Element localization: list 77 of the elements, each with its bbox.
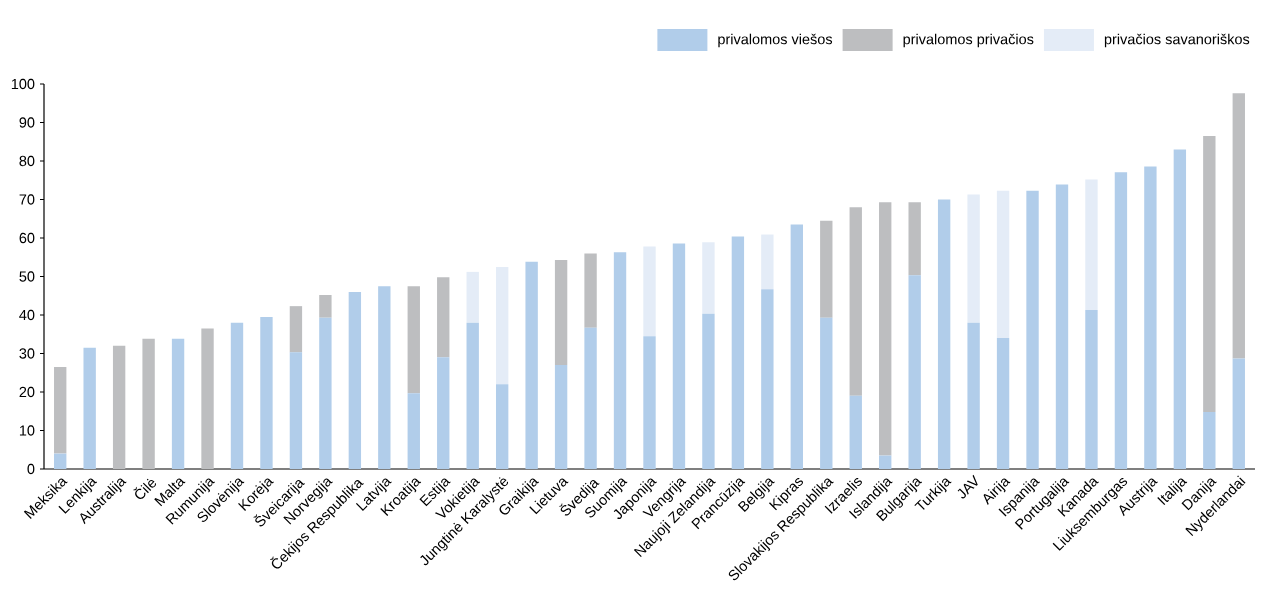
bar <box>437 357 450 469</box>
bar <box>1203 135 1216 413</box>
bar <box>1232 93 1245 359</box>
bar <box>319 317 332 469</box>
y-tick-label: 30 <box>19 348 35 359</box>
bar <box>790 224 803 469</box>
bar <box>289 306 303 353</box>
bar <box>937 199 951 469</box>
y-tick-label: 70 <box>19 194 35 205</box>
y-tick-label: 90 <box>19 117 35 128</box>
bar <box>407 286 420 394</box>
bar <box>407 393 420 469</box>
legend-label: privalomos viešos <box>718 33 833 48</box>
bar <box>437 277 450 358</box>
bar <box>1144 166 1157 469</box>
bar <box>1085 309 1098 469</box>
bar <box>996 190 1010 339</box>
bar <box>643 336 656 469</box>
y-tick-label: 100 <box>11 78 35 90</box>
bar <box>112 345 126 469</box>
bar <box>879 455 892 469</box>
bar <box>1085 179 1098 310</box>
bar <box>672 243 686 469</box>
bar <box>495 384 509 469</box>
bar <box>820 317 833 469</box>
bar <box>613 252 627 469</box>
y-tick-label: 40 <box>19 309 35 321</box>
bar <box>1114 172 1128 469</box>
bar <box>554 365 568 469</box>
bar <box>378 286 391 469</box>
bar <box>643 246 656 337</box>
bar <box>849 207 862 396</box>
bar <box>54 453 67 469</box>
bar <box>171 338 185 469</box>
bar <box>1055 184 1069 469</box>
bar <box>201 328 214 469</box>
bar <box>554 259 568 366</box>
y-tick-label: 20 <box>19 386 35 398</box>
y-tick-label: 0 <box>27 463 35 475</box>
bar <box>230 322 244 469</box>
bar <box>525 261 538 469</box>
bar <box>908 275 921 469</box>
bar <box>761 234 774 290</box>
bar <box>1173 149 1187 469</box>
bar <box>820 220 833 318</box>
bar <box>495 266 509 385</box>
bar <box>1232 358 1245 469</box>
bar <box>348 291 362 469</box>
bar <box>142 338 155 469</box>
x-tick-label: JAV <box>957 474 978 499</box>
bar <box>702 313 715 469</box>
bar <box>1026 190 1039 469</box>
y-tick-label: 80 <box>19 155 35 167</box>
bar <box>996 338 1010 469</box>
bar <box>584 253 597 328</box>
y-tick-label: 60 <box>19 232 35 244</box>
bar <box>289 352 303 469</box>
bar <box>54 366 67 454</box>
bar <box>967 322 980 469</box>
y-tick-label: 50 <box>19 271 35 282</box>
bar <box>879 202 892 456</box>
bar <box>319 294 332 318</box>
bar <box>466 322 479 469</box>
bar <box>761 289 774 469</box>
bar <box>731 236 745 469</box>
legend-label: privalomos privačios <box>903 33 1034 48</box>
bar <box>1203 412 1216 469</box>
legend-label: privačios savanoriškos <box>1104 33 1250 48</box>
bar <box>83 347 96 469</box>
bar <box>849 395 862 469</box>
y-tick-label: 10 <box>19 425 35 436</box>
bar <box>260 316 273 469</box>
bar <box>967 194 980 323</box>
bar <box>908 202 921 276</box>
bar <box>702 242 715 314</box>
bar <box>466 271 479 323</box>
bar <box>584 327 597 469</box>
